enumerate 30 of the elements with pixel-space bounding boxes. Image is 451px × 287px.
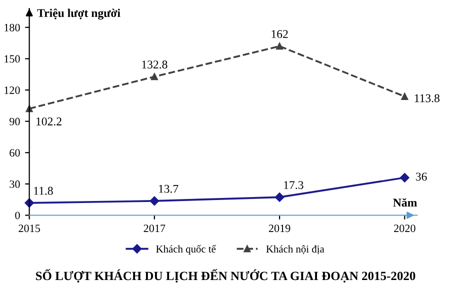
y-tick-label: 120 <box>4 86 20 94</box>
point <box>274 192 284 202</box>
y-tick-label: 30 <box>10 180 20 188</box>
x-tick-label: 2015 <box>18 224 40 232</box>
y-tick-label: 180 <box>4 24 20 32</box>
point <box>276 42 284 50</box>
text: SỐ LƯỢT KHÁCH DU LỊCH ĐẾN NƯỚC TA GIAI ĐOẠN 2015-2020 <box>36 268 416 282</box>
data-label: 17.3 <box>284 181 304 190</box>
y-tick-label: 90 <box>10 118 20 126</box>
data-label: 13.7 <box>159 184 178 193</box>
legend-label: Khách nội địa <box>266 245 324 254</box>
point <box>150 73 158 80</box>
data-label: 132.8 <box>142 60 168 69</box>
data-label: 102.2 <box>36 117 62 126</box>
legend-label: Khách quốc tế <box>156 244 216 255</box>
x-tick-label: 2017 <box>144 224 166 232</box>
data-label: 36 <box>416 172 427 181</box>
x-tick-label: 2019 <box>268 224 290 232</box>
y-tick-label: 60 <box>10 149 20 157</box>
data-label: 162 <box>272 30 288 38</box>
y-tick-label: 150 <box>4 55 20 63</box>
point <box>150 196 160 206</box>
data-label: 113.8 <box>414 94 440 102</box>
y-axis-title: Triệu lượt người <box>37 8 120 20</box>
y-tick-label: 0 <box>15 212 20 220</box>
data-label: 11.8 <box>34 186 53 195</box>
point <box>400 173 410 182</box>
x-axis-title: Năm <box>393 198 417 207</box>
point <box>401 93 408 100</box>
x-tick-label: 2020 <box>394 224 416 232</box>
